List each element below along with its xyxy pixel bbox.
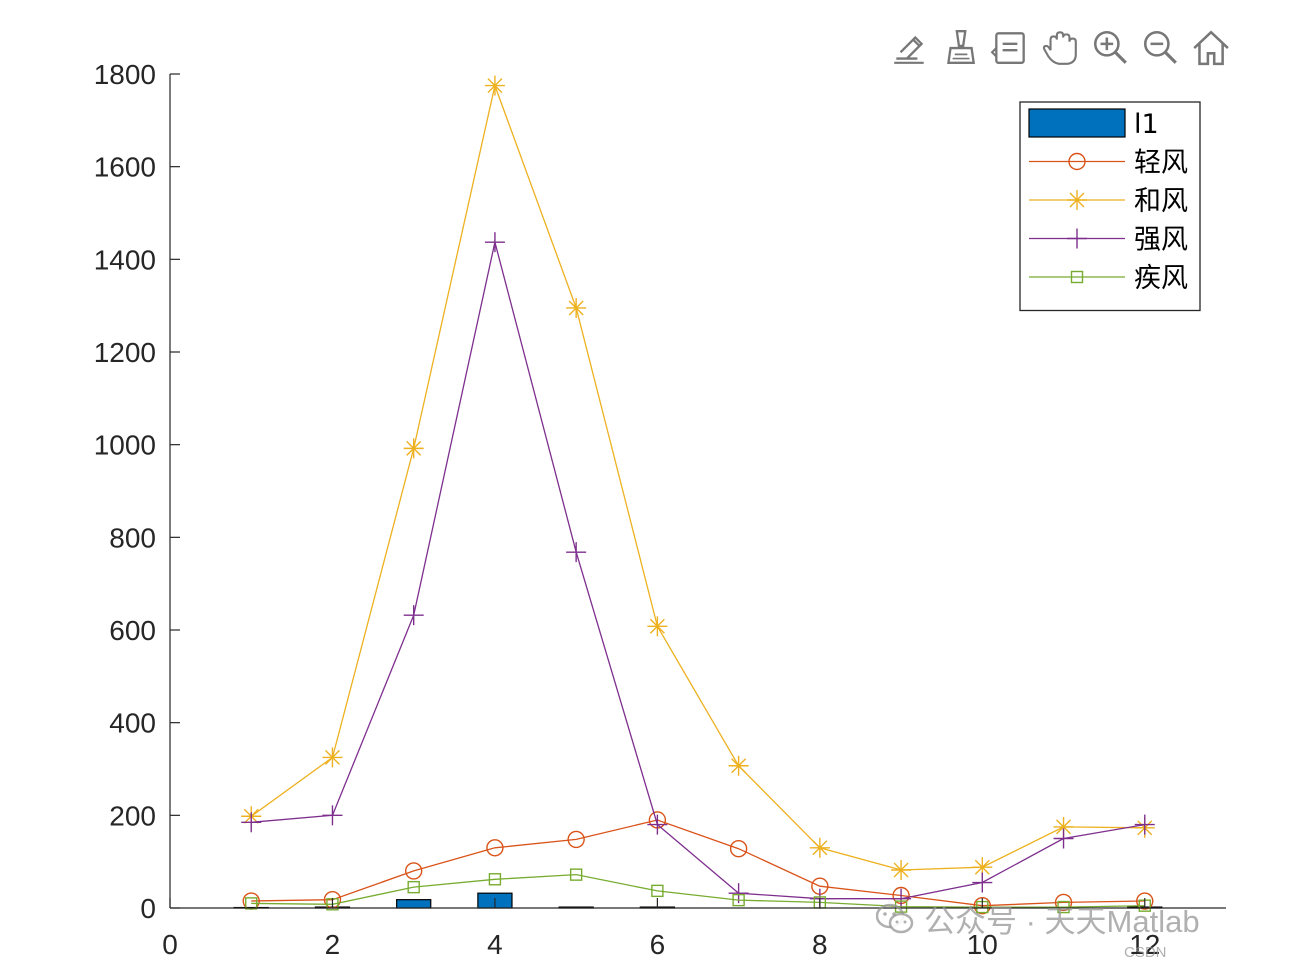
- zoom-out-icon: [1144, 30, 1177, 64]
- series-2-point-5: [566, 297, 587, 318]
- legend-marker: [1070, 270, 1084, 284]
- series-2-point-7: [728, 755, 749, 776]
- legend-swatch: [1028, 108, 1126, 138]
- series-3-point-10: [972, 872, 993, 893]
- series-4-point-6: [651, 884, 664, 898]
- y-tick-label: 1200: [94, 337, 156, 368]
- legend-item-4[interactable]: 强风: [1029, 225, 1188, 256]
- y-tick-label: 1600: [94, 152, 156, 183]
- series-2-point-6: [647, 616, 668, 637]
- series-3-point-12: [1134, 814, 1155, 835]
- x-tick-label: 10: [967, 929, 998, 960]
- pan-icon: [1042, 31, 1077, 65]
- brush-button[interactable]: [936, 24, 984, 70]
- bar-l1-3: [396, 899, 432, 909]
- series-line-3: [251, 242, 1145, 900]
- series-4-point-3: [407, 880, 420, 894]
- legend-label: l1: [1134, 109, 1159, 140]
- legend-label: 和风: [1134, 186, 1188, 217]
- legend-item-5[interactable]: 疾风: [1029, 263, 1188, 294]
- series-3-point-6: [647, 814, 668, 835]
- watermark-text: 公众号 · 天天Matlab: [924, 904, 1200, 939]
- x-tick-label: 6: [650, 929, 666, 960]
- x-tick-label: 2: [325, 929, 341, 960]
- zoom-in-icon: [1094, 30, 1127, 64]
- legend-marker: [1068, 152, 1086, 171]
- home-icon: [1193, 30, 1229, 66]
- series-2-point-2: [322, 747, 343, 768]
- zoom-in-button[interactable]: [1086, 24, 1134, 70]
- series-4-point-5: [569, 868, 583, 881]
- series-4-point-1: [245, 897, 258, 910]
- x-tick-label: 8: [812, 929, 828, 960]
- datatips-button[interactable]: [986, 24, 1034, 70]
- series-1-point-7: [729, 839, 748, 858]
- x-tick-label: 0: [162, 929, 178, 960]
- home-button[interactable]: [1186, 24, 1234, 70]
- series-line-1: [251, 819, 1145, 907]
- legend-marker: [1067, 190, 1087, 210]
- y-tick-label: 1400: [94, 244, 156, 275]
- legend-item-3[interactable]: 和风: [1029, 186, 1188, 217]
- wechat-icon: [876, 903, 914, 933]
- y-tick-label: 1800: [94, 59, 156, 90]
- series-1-point-11: [1054, 893, 1073, 912]
- watermark-sub: CSDN: [1124, 944, 1167, 961]
- legend-marker: [1067, 228, 1087, 249]
- series-1-point-10: [973, 896, 992, 915]
- series-2-point-9: [891, 860, 912, 881]
- legend-label: 疾风: [1134, 263, 1188, 294]
- legend-item-1[interactable]: l1: [1028, 108, 1159, 140]
- series-2-point-3: [403, 438, 424, 459]
- legend-item-2[interactable]: 轻风: [1029, 148, 1188, 179]
- series-3-point-3: [403, 605, 424, 626]
- y-tick-label: 1000: [94, 430, 156, 461]
- x-tick-label: 4: [487, 929, 503, 960]
- export-icon: [894, 35, 924, 64]
- series-4-point-7: [732, 893, 745, 907]
- series-2-point-8: [809, 837, 830, 858]
- pan-button[interactable]: [1036, 24, 1084, 70]
- y-tick-label: 400: [109, 708, 156, 739]
- series-3-point-1: [241, 812, 262, 833]
- series-1-point-5: [567, 830, 585, 849]
- zoom-out-button[interactable]: [1136, 24, 1184, 70]
- y-tick-label: 0: [140, 893, 156, 924]
- series-3-point-11: [1053, 828, 1074, 849]
- export-button[interactable]: [886, 24, 934, 70]
- y-tick-label: 800: [109, 522, 156, 553]
- series-2-point-4: [484, 75, 505, 96]
- series-3-point-9: [891, 888, 912, 909]
- legend-label: 轻风: [1134, 148, 1188, 179]
- axes-toolbar: [886, 24, 1234, 70]
- series-1-point-12: [1136, 892, 1154, 910]
- x-tick-label: 12: [1129, 929, 1160, 960]
- datatips-icon: [990, 32, 1025, 64]
- series-4-point-4: [488, 873, 502, 886]
- brush-icon: [947, 30, 976, 64]
- series-1-point-3: [404, 862, 423, 880]
- y-tick-label: 200: [109, 800, 156, 831]
- series-2-point-11: [1053, 816, 1074, 837]
- series-3-point-4: [484, 232, 505, 253]
- watermark: 公众号 · 天天Matlab: [876, 896, 1200, 941]
- axes: 0 200 400 600 800 1000 1200 1400 1600 1800 0 2 4 6 8 10…: [94, 59, 1226, 960]
- series-3-point-2: [322, 805, 343, 826]
- series-1-point-4: [486, 839, 504, 857]
- y-tick-label: 600: [109, 615, 156, 646]
- legend-label: 强风: [1134, 225, 1188, 256]
- series-4-point-11: [1057, 900, 1070, 914]
- series-line-4: [251, 873, 1145, 908]
- series-3-point-5: [566, 542, 587, 563]
- series-line-2: [250, 83, 1145, 871]
